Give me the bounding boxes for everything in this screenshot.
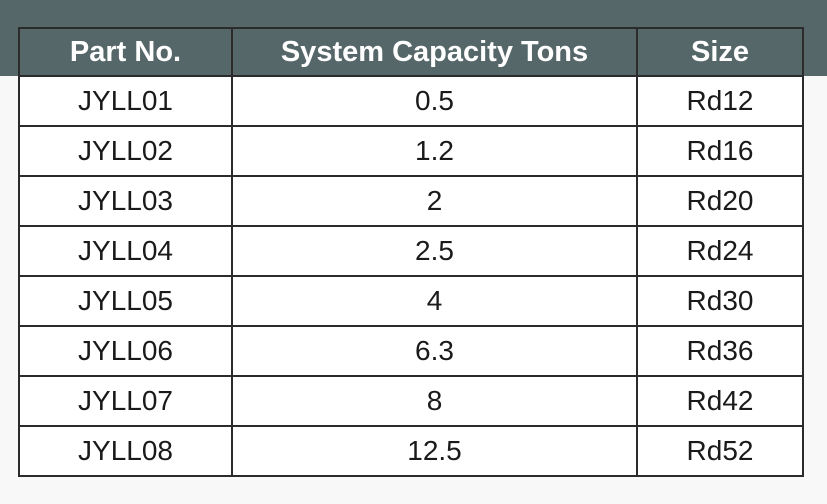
cell-capacity: 2.5 [231, 225, 638, 277]
cell-part-no: JYLL02 [18, 125, 233, 177]
cell-capacity: 2 [231, 175, 638, 227]
cell-part-no: JYLL07 [18, 375, 233, 427]
table-row: JYLL05 4 Rd30 [18, 275, 804, 327]
cell-part-no: JYLL04 [18, 225, 233, 277]
header-row: Part No. System Capacity Tons Size [18, 27, 804, 77]
table-row: JYLL07 8 Rd42 [18, 375, 804, 427]
cell-capacity: 12.5 [231, 425, 638, 477]
cell-part-no: JYLL08 [18, 425, 233, 477]
cell-part-no: JYLL03 [18, 175, 233, 227]
table-row: JYLL04 2.5 Rd24 [18, 225, 804, 277]
table-row: JYLL06 6.3 Rd36 [18, 325, 804, 377]
cell-size: Rd12 [636, 75, 804, 127]
cell-size: Rd30 [636, 275, 804, 327]
cell-size: Rd20 [636, 175, 804, 227]
header-size: Size [636, 27, 804, 77]
cell-capacity: 0.5 [231, 75, 638, 127]
cell-part-no: JYLL01 [18, 75, 233, 127]
header-system-capacity: System Capacity Tons [231, 27, 638, 77]
cell-size: Rd16 [636, 125, 804, 177]
spec-table: Part No. System Capacity Tons Size JYLL0… [18, 27, 804, 477]
cell-capacity: 4 [231, 275, 638, 327]
cell-capacity: 6.3 [231, 325, 638, 377]
cell-part-no: JYLL05 [18, 275, 233, 327]
table-row: JYLL01 0.5 Rd12 [18, 75, 804, 127]
cell-size: Rd42 [636, 375, 804, 427]
cell-size: Rd36 [636, 325, 804, 377]
cell-capacity: 1.2 [231, 125, 638, 177]
table-row: JYLL08 12.5 Rd52 [18, 425, 804, 477]
cell-size: Rd52 [636, 425, 804, 477]
cell-capacity: 8 [231, 375, 638, 427]
header-part-no: Part No. [18, 27, 233, 77]
table-row: JYLL02 1.2 Rd16 [18, 125, 804, 177]
table-row: JYLL03 2 Rd20 [18, 175, 804, 227]
cell-size: Rd24 [636, 225, 804, 277]
cell-part-no: JYLL06 [18, 325, 233, 377]
